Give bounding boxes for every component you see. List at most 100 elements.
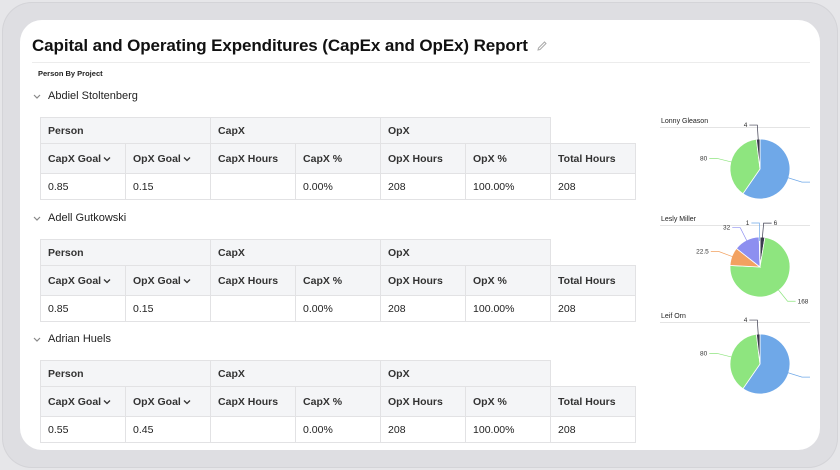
column-header[interactable]: CapX Goal: [40, 386, 126, 417]
column-header-label: CapX Hours: [218, 274, 279, 287]
sort-chevron-icon[interactable]: [183, 399, 191, 405]
column-header-label: CapX %: [303, 152, 343, 165]
pie-data-label: 80: [700, 155, 708, 162]
pie-leader-line: [784, 371, 811, 378]
group-name: Adell Gutkowski: [48, 212, 127, 224]
column-header-label: OpX %: [473, 274, 507, 287]
group-header[interactable]: Adell Gutkowski: [32, 212, 126, 224]
column-header-label: CapX %: [303, 274, 343, 287]
category-blank: [550, 117, 636, 144]
report-table: Person CapX OpX CapX Goal OpX Goal CapX Hours…: [39, 239, 637, 322]
category-opx: OpX: [380, 360, 552, 387]
pie-data-label: 22.5: [696, 249, 709, 256]
column-header: CapX Hours: [210, 143, 297, 174]
table-cell: 208: [380, 173, 467, 200]
column-header-label: Total Hours: [558, 152, 616, 165]
pie-leader-line: [709, 353, 735, 359]
table-cell: 208: [550, 295, 637, 322]
pie-leader-line: [709, 158, 735, 164]
column-header: OpX %: [465, 265, 552, 296]
pie-data-label: 80: [700, 350, 708, 357]
pie-divider: [660, 322, 810, 323]
table-cell: [210, 416, 297, 443]
title-divider: [32, 62, 810, 63]
report-panel: Capital and Operating Expenditures (CapE…: [20, 20, 820, 450]
group-header[interactable]: Abdiel Stoltenberg: [32, 90, 138, 102]
sort-chevron-icon[interactable]: [103, 278, 111, 284]
table-cell: 0.15: [124, 173, 212, 200]
table-cell: 208: [550, 173, 637, 200]
column-header-label: OpX %: [473, 395, 507, 408]
pie-divider: [660, 225, 810, 226]
table-cell: 100.00%: [465, 295, 552, 322]
pie-leader-line: [732, 227, 749, 244]
chevron-down-icon[interactable]: [32, 91, 42, 101]
table-cell: [210, 295, 297, 322]
pencil-icon[interactable]: [536, 40, 548, 52]
table-cell: 0.00%: [295, 173, 382, 200]
column-header-label: CapX Hours: [218, 395, 279, 408]
column-header-label: OpX %: [473, 152, 507, 165]
pie-chart: 80 4: [700, 317, 811, 395]
column-header: OpX Hours: [380, 386, 467, 417]
pie-leader-line: [761, 222, 772, 242]
title-row: Capital and Operating Expenditures (CapE…: [32, 36, 548, 56]
pie-title: Lesly Miller: [661, 216, 697, 223]
page-title: Capital and Operating Expenditures (CapE…: [32, 36, 528, 55]
table-cell: 0.00%: [295, 295, 382, 322]
column-header: OpX Hours: [380, 143, 467, 174]
table-cell: 100.00%: [465, 173, 552, 200]
column-header-label: CapX Goal: [48, 395, 102, 408]
category-blank: [550, 360, 636, 387]
column-header: CapX Hours: [210, 265, 297, 296]
pie-data-label: 168: [798, 298, 809, 305]
column-header[interactable]: OpX Goal: [124, 265, 212, 296]
table-cell: 208: [380, 295, 467, 322]
pie-leader-line: [776, 287, 796, 302]
table-cell: 0.00%: [295, 416, 382, 443]
column-header[interactable]: CapX Goal: [40, 143, 126, 174]
sort-chevron-icon[interactable]: [183, 156, 191, 162]
pie-leader-line: [751, 222, 760, 242]
pie-divider: [660, 127, 810, 128]
pie-data-label: 4: [744, 317, 748, 324]
category-person: Person: [39, 360, 212, 387]
chevron-down-icon[interactable]: [32, 213, 42, 223]
table-cell: 100.00%: [465, 416, 552, 443]
category-capx: CapX: [210, 117, 382, 144]
table-cell: 0.15: [124, 295, 212, 322]
pie-title: Lonny Gleason: [661, 118, 709, 125]
chevron-down-icon[interactable]: [32, 334, 42, 344]
pie-data-label: 1: [746, 220, 750, 227]
sort-chevron-icon[interactable]: [103, 156, 111, 162]
column-header[interactable]: OpX Goal: [124, 386, 212, 417]
category-capx: CapX: [210, 360, 382, 387]
column-header: Total Hours: [550, 265, 637, 296]
pie-leader-line: [749, 319, 759, 339]
table-cell: 0.85: [40, 173, 126, 200]
group-header[interactable]: Adrian Huels: [32, 333, 111, 345]
column-header-label: Total Hours: [558, 395, 616, 408]
column-header: OpX %: [465, 143, 552, 174]
column-header: CapX %: [295, 386, 382, 417]
pie-leader-line: [784, 176, 811, 183]
category-person: Person: [39, 239, 212, 266]
column-header-label: CapX Hours: [218, 152, 279, 165]
column-header: Total Hours: [550, 386, 637, 417]
sort-chevron-icon[interactable]: [103, 399, 111, 405]
table-cell: 0.45: [124, 416, 212, 443]
report-subtitle: Person By Project: [38, 69, 103, 78]
sort-chevron-icon[interactable]: [183, 278, 191, 284]
column-header[interactable]: OpX Goal: [124, 143, 212, 174]
group-name: Adrian Huels: [48, 333, 111, 345]
report-table: Person CapX OpX CapX Goal OpX Goal CapX Hours…: [39, 117, 637, 200]
category-opx: OpX: [380, 239, 552, 266]
category-person: Person: [39, 117, 212, 144]
pie-panel: Lonny Gleason 80 4 Lesly Miller 6 168 22.5 32 1 L…: [660, 90, 820, 450]
column-header-label: CapX Goal: [48, 152, 102, 165]
pie-data-label: 6: [774, 220, 778, 227]
column-header[interactable]: CapX Goal: [40, 265, 126, 296]
category-capx: CapX: [210, 239, 382, 266]
pie-chart: 80 4: [700, 122, 811, 200]
column-header-label: OpX Hours: [388, 152, 443, 165]
